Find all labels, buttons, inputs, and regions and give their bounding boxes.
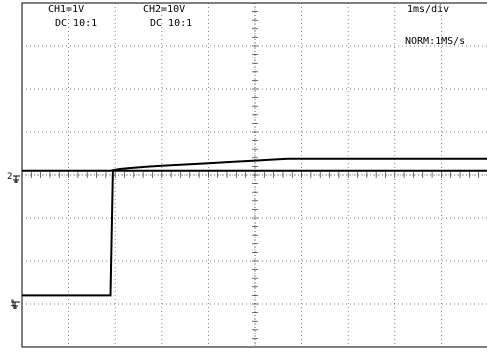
ch1-coupling-label: DC 10:1 — [55, 18, 97, 29]
trigger-mode-label: NORM:1MS/s — [405, 36, 465, 47]
ch2-scale-label: CH2=10V — [143, 4, 185, 15]
ch1-ground-marker-label: 1 — [10, 299, 15, 309]
center-axis-ticks — [22, 3, 487, 347]
timebase-label: 1ms/div — [407, 4, 449, 15]
ch1-scale-label: CH1=1V — [48, 4, 84, 15]
trace-ch2 — [22, 157, 487, 172]
ch2-ground-symbol-icon — [13, 175, 20, 183]
ch1-ground-symbol-icon — [11, 301, 20, 309]
ch2-ground-marker-label: 2 — [7, 172, 12, 182]
ch2-coupling-label: DC 10:1 — [150, 18, 192, 29]
